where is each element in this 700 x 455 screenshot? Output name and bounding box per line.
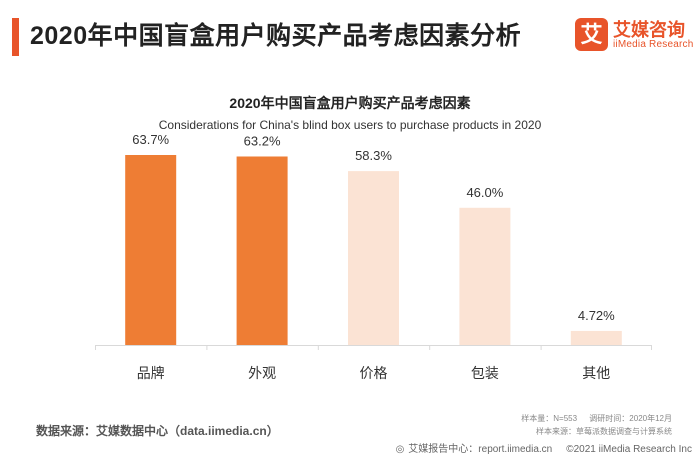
bar-value-label: 4.72% (578, 308, 615, 323)
survey-time: 调研时间：2020年12月 (589, 414, 672, 423)
bar-3 (348, 171, 399, 345)
report-center-link[interactable]: 艾媒报告中心：report.iimedia.cn (408, 444, 553, 455)
report-footer: ◎ 艾媒报告中心：report.iimedia.cn ©2021 iiMedia R… (396, 440, 692, 455)
brand-logo[interactable]: 艾 艾媒咨询 iiMedia Research (575, 14, 693, 58)
chart-subtitle: Considerations for China's blind box use… (158, 118, 542, 132)
sample-source: 样本来源：草莓派数据调查与计算系统 (536, 427, 672, 436)
logo-icon: 艾 (575, 18, 608, 51)
globe-icon: ◎ (395, 444, 405, 455)
logo-name: 艾媒咨询 (613, 20, 685, 40)
bar-1 (125, 155, 177, 345)
page-title: 2020年中国盲盒用户购买产品考虑因素分析 (30, 22, 522, 50)
logo-subtitle: iiMedia Research (613, 39, 694, 50)
x-tick-label: 价格 (360, 366, 388, 382)
bar-2 (236, 156, 288, 345)
bar-5 (570, 330, 622, 345)
copyright: ©2021 iiMedia Research Inc (566, 444, 692, 455)
bar-value-label: 46.0% (466, 185, 503, 200)
x-tick-label: 其他 (582, 366, 610, 382)
bar-value-label: 58.3% (355, 148, 392, 163)
bar-value-label: 63.7% (132, 132, 169, 147)
x-tick-label: 包装 (471, 366, 499, 382)
x-tick-label: 品牌 (137, 365, 165, 382)
sample-size: 样本量：N=553 (521, 414, 578, 423)
data-source: 数据来源：艾媒数据中心（data.iimedia.cn） (36, 424, 279, 438)
chart-title: 2020年中国盲盒用户购买产品考虑因素 (229, 95, 471, 111)
x-tick-label: 外观 (248, 366, 276, 382)
bar-value-label: 63.2% (244, 133, 281, 148)
bar-4 (459, 207, 511, 345)
title-accent-bar (12, 18, 19, 56)
survey-meta: 样本量：N=553 调研时间：2020年12月 样本来源：草莓派数据调查与计算系… (511, 412, 672, 438)
